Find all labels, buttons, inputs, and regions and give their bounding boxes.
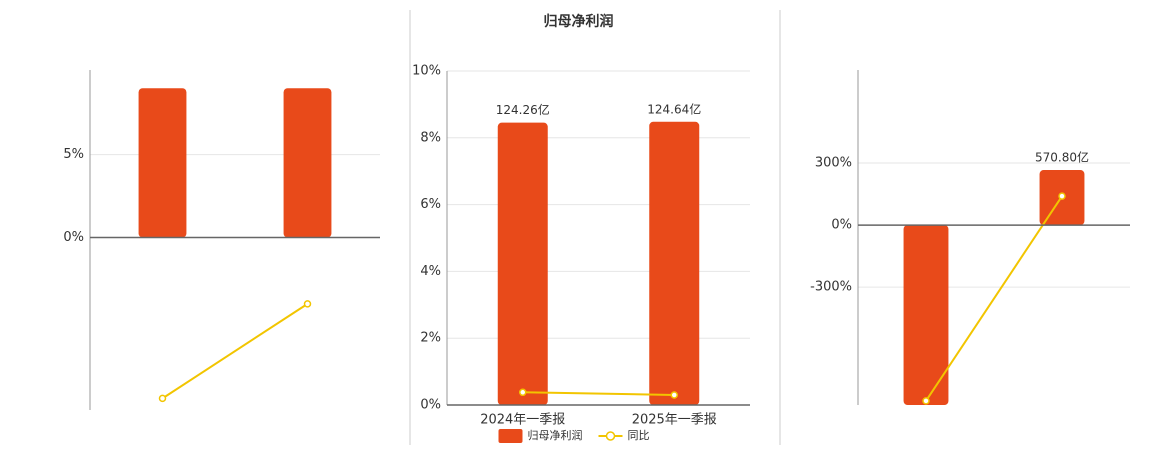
y-tick-label: -300% (810, 280, 852, 295)
chart-title: 归母净利润 (544, 13, 614, 30)
line (522, 391, 675, 396)
y-tick-label: 0% (420, 398, 441, 413)
y-tick-label: 10% (412, 64, 441, 79)
bar (283, 88, 332, 238)
line (161, 303, 309, 400)
y-tick-label: 6% (420, 197, 441, 212)
line-point (519, 388, 527, 397)
y-tick-label: 5% (63, 147, 84, 162)
bar (497, 122, 548, 405)
x-tick-label: 2025年一季报 (632, 413, 717, 428)
y-tick-label: 300% (815, 156, 852, 171)
bar (649, 121, 700, 405)
line (925, 195, 1063, 402)
line-point (303, 300, 312, 308)
line-point (922, 397, 930, 405)
data-label: 570.80亿 (1035, 150, 1089, 165)
y-tick-label: 2% (420, 331, 441, 346)
y-tick-label: 4% (420, 264, 441, 279)
bar (138, 88, 187, 238)
data-label: 124.64亿 (647, 101, 701, 116)
legend-label: 同比 (628, 429, 650, 442)
legend-swatch (498, 429, 523, 443)
line-point (158, 394, 167, 403)
y-tick-label: 0% (63, 230, 84, 245)
data-label: 124.26亿 (496, 102, 550, 117)
y-tick-label: 8% (420, 130, 441, 145)
y-tick-label: 0% (831, 218, 852, 233)
x-tick-label: 2024年一季报 (480, 413, 565, 428)
legend-swatch (605, 431, 616, 441)
line-point (670, 391, 678, 399)
bar (903, 225, 949, 405)
line-point (1058, 192, 1066, 200)
legend-label: 归母净利润 (528, 428, 583, 442)
